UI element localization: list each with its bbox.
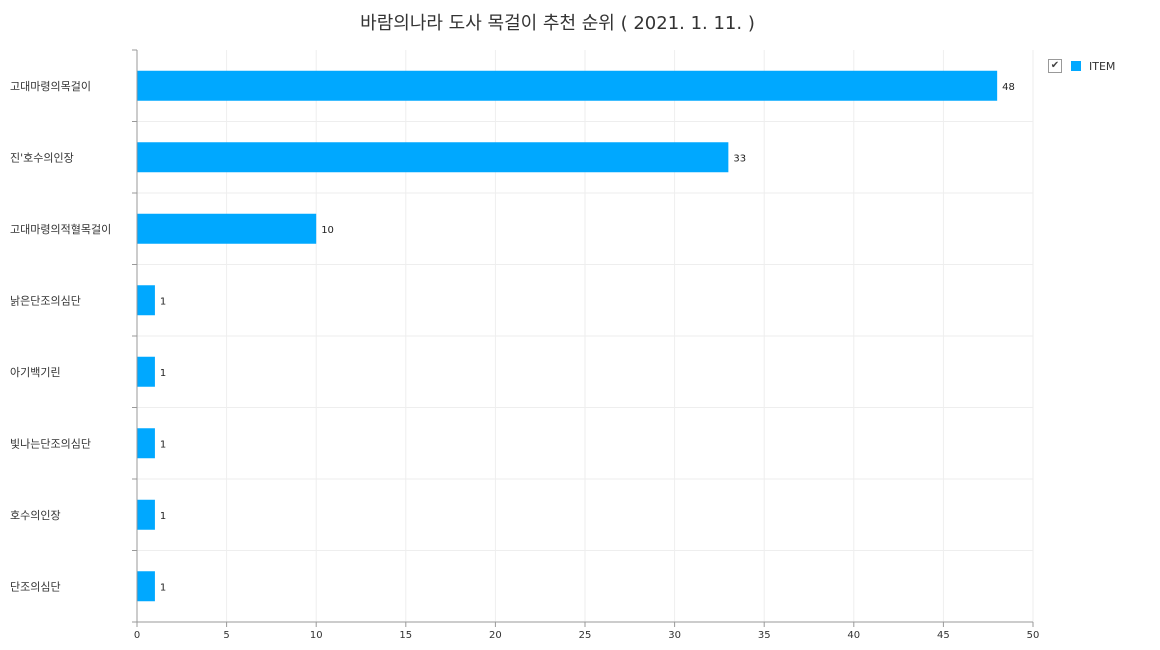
bar <box>137 356 155 387</box>
x-tick-label: 35 <box>758 630 771 641</box>
category-label: 빛나는단조의심단 <box>10 437 91 450</box>
bar <box>137 571 155 602</box>
legend: ✔ ITEM <box>1048 59 1115 73</box>
value-label: 48 <box>1002 82 1015 93</box>
category-label: 단조의심단 <box>10 580 61 593</box>
x-tick-label: 30 <box>668 630 681 641</box>
category-label: 아기백기린 <box>10 366 61 379</box>
x-tick-label: 20 <box>489 630 502 641</box>
legend-toggle-checkbox[interactable]: ✔ <box>1048 59 1062 73</box>
category-label: 고대마령의목걸이 <box>10 80 91 93</box>
grid-lines <box>137 50 1034 622</box>
x-tick-label: 0 <box>134 630 140 641</box>
value-label: 1 <box>160 439 166 450</box>
value-label: 1 <box>160 368 166 379</box>
bar <box>137 428 155 459</box>
bar <box>137 70 998 101</box>
bar <box>137 499 155 530</box>
value-label: 1 <box>160 582 166 593</box>
bars <box>137 70 998 602</box>
bar <box>137 142 729 173</box>
category-label: 고대마령의적혈목걸이 <box>10 222 111 236</box>
chart-title: 바람의나라 도사 목걸이 추천 순위 ( 2021. 1. 11. ) <box>360 13 755 34</box>
x-tick-label: 40 <box>847 630 860 641</box>
category-label: 호수의인장 <box>10 509 61 522</box>
value-label: 1 <box>160 296 166 307</box>
category-label: 낡은단조의심단 <box>10 294 81 307</box>
axes <box>132 49 1034 627</box>
x-tick-label: 45 <box>937 630 950 641</box>
bar <box>137 285 155 316</box>
legend-swatch <box>1071 61 1081 71</box>
value-label: 10 <box>321 225 334 236</box>
bar <box>137 213 317 244</box>
value-label: 33 <box>733 153 746 164</box>
x-tick-label: 25 <box>579 630 592 641</box>
value-label: 1 <box>160 511 166 522</box>
x-tick-label: 5 <box>223 630 229 641</box>
x-tick-label: 15 <box>399 630 412 641</box>
x-tick-label: 10 <box>310 630 323 641</box>
x-tick-label: 50 <box>1027 630 1040 641</box>
legend-label: ITEM <box>1089 59 1116 73</box>
category-label: 진'호수의인장 <box>10 151 74 164</box>
labels: 0 5 10 15 20 25 30 35 40 45 50 고대마령의목걸이 48 진'호수의인장 33 고… <box>10 80 1039 641</box>
check-icon: ✔ <box>1050 60 1060 71</box>
